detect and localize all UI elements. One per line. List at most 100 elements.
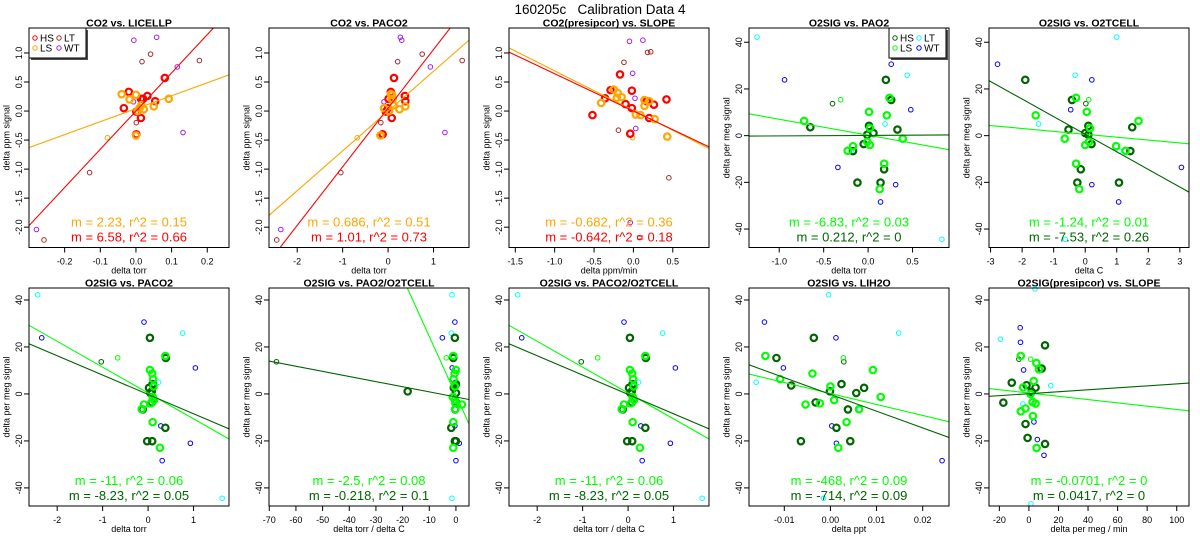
- point-hs: [843, 405, 853, 414]
- point-hs: [627, 436, 637, 446]
- point-wt-thin: [994, 61, 1001, 67]
- point-hs: [1007, 378, 1017, 387]
- x-tick-label: 1: [1114, 257, 1119, 267]
- point-hs: [1076, 164, 1086, 174]
- point-wt-thin: [141, 319, 147, 325]
- point-wt-thin: [1034, 436, 1041, 443]
- point-lt-thin: [621, 59, 627, 66]
- x-axis-label: delta ppt: [832, 524, 867, 534]
- fit-annotation-ls: m = -0.0701, r^2 = 0: [1031, 473, 1148, 488]
- point-hs: [450, 333, 460, 343]
- fit-line-ls: [989, 124, 1189, 145]
- points-layer: [514, 292, 705, 502]
- x-tick-label: 0: [1083, 257, 1088, 267]
- x-tick-label: -1.5: [508, 257, 524, 267]
- point-hs: [389, 73, 399, 83]
- point-hs: [786, 381, 796, 390]
- point-lt-thin: [754, 34, 760, 40]
- point-wt-thin: [518, 335, 525, 341]
- x-tick-label: -1.0: [547, 257, 563, 267]
- legend-marker-wt: [56, 45, 62, 51]
- x-tick-label: -50: [316, 515, 329, 525]
- plot-frame: [508, 287, 710, 507]
- x-tick-label: 0.1: [165, 257, 178, 267]
- point-wt-thin: [627, 219, 634, 226]
- legend-label: LT: [924, 34, 935, 45]
- y-tick-label: -40: [494, 481, 504, 494]
- point-hs: [851, 388, 861, 398]
- plot-frame: [988, 287, 1190, 507]
- point-hs: [876, 178, 885, 187]
- y-tick-label: 0: [14, 391, 24, 396]
- y-tick-label: 0: [734, 133, 744, 138]
- fit-annotation-ls: m = -0.682, r^2 = 0.36: [545, 215, 673, 230]
- y-tick-label: -2.0: [14, 219, 24, 235]
- point-ls: [629, 382, 638, 391]
- point-hs: [811, 398, 820, 407]
- point-lt-thin: [895, 330, 902, 336]
- fit-annotation-ls: m = 0.686, r^2 = 0.51: [307, 215, 430, 230]
- point-ls-thin: [104, 134, 111, 141]
- y-tick-label: -20: [14, 434, 24, 447]
- y-tick-label: -20: [734, 176, 744, 189]
- fit-annotation-hs: m = -8.23, r^2 = 0.05: [69, 488, 189, 503]
- fit-line-ls: [749, 373, 949, 423]
- point-wt-thin: [174, 64, 181, 70]
- x-tick-label: -1: [579, 515, 587, 525]
- point-lt-thin: [644, 49, 651, 56]
- point-lt-thin: [394, 58, 401, 65]
- y-axis-label: delta per meg signal: [962, 356, 972, 437]
- y-tick-label: 40: [734, 37, 744, 47]
- y-tick-label: 40: [494, 295, 504, 305]
- x-tick-label: 0: [453, 515, 458, 525]
- point-ls: [148, 374, 158, 384]
- point-hs: [662, 95, 671, 104]
- x-tick-label: -1.0: [771, 257, 787, 267]
- x-tick-label: 0.2: [201, 257, 214, 267]
- scatter-panel: O2SIG vs. PAO2 -1.0 -0.5 0.0 0.5 -40 -20 0 20 40 d…: [722, 18, 950, 276]
- fit-lines: [749, 113, 949, 151]
- x-tick-label: 1: [671, 515, 676, 525]
- point-ls: [1085, 123, 1095, 133]
- y-tick-label: -0.5: [254, 132, 264, 148]
- point-hs: [1073, 178, 1082, 187]
- x-tick-label: -10: [423, 515, 436, 525]
- plot-frame: [268, 27, 470, 248]
- point-hs: [136, 113, 146, 123]
- point-wt-thin: [192, 365, 199, 371]
- point-wt-thin: [640, 37, 646, 43]
- point-ls-thin: [114, 354, 121, 361]
- scatter-panel: O2SIG vs. O2TCELL -3 -2 -1 0 1 2 3 -40 -20 0 20 40 de…: [962, 18, 1190, 276]
- point-lt-thin: [647, 49, 654, 55]
- point-hs: [451, 436, 461, 446]
- point-ls: [865, 123, 875, 133]
- point-ls: [1029, 376, 1038, 386]
- y-tick-label: 40: [974, 295, 984, 305]
- point-ls: [450, 404, 460, 414]
- legend-label: HS: [900, 34, 914, 45]
- point-ls: [1121, 146, 1130, 156]
- x-axis-label: delta torr: [111, 524, 147, 534]
- point-ls: [1031, 111, 1040, 120]
- point-hs: [1114, 178, 1124, 187]
- fit-lines: [509, 324, 709, 440]
- point-lt-thin: [147, 51, 154, 57]
- y-tick-label: 0: [974, 133, 984, 138]
- point-hs: [1040, 439, 1050, 449]
- point-wt-thin: [131, 37, 137, 43]
- y-axis-label: delta per meg signal: [722, 97, 732, 178]
- scatter-panel: O2SIG(presipcor) vs. SLOPE -20 0 20 40 60 80 10…: [962, 278, 1190, 534]
- point-ls: [125, 95, 134, 104]
- x-tick-label: 0.0: [627, 257, 640, 267]
- y-tick-label: -20: [734, 434, 744, 447]
- point-lt-thin: [1035, 121, 1042, 127]
- point-hs: [622, 436, 632, 446]
- points-layer: [588, 37, 672, 241]
- x-tick-label: 0.0: [130, 257, 143, 267]
- point-ls: [640, 101, 649, 111]
- point-hs: [147, 436, 157, 446]
- legend-marker-ls: [892, 45, 898, 51]
- point-hs: [1126, 146, 1135, 156]
- point-ls-thin: [594, 354, 601, 361]
- point-lt-thin: [139, 58, 145, 65]
